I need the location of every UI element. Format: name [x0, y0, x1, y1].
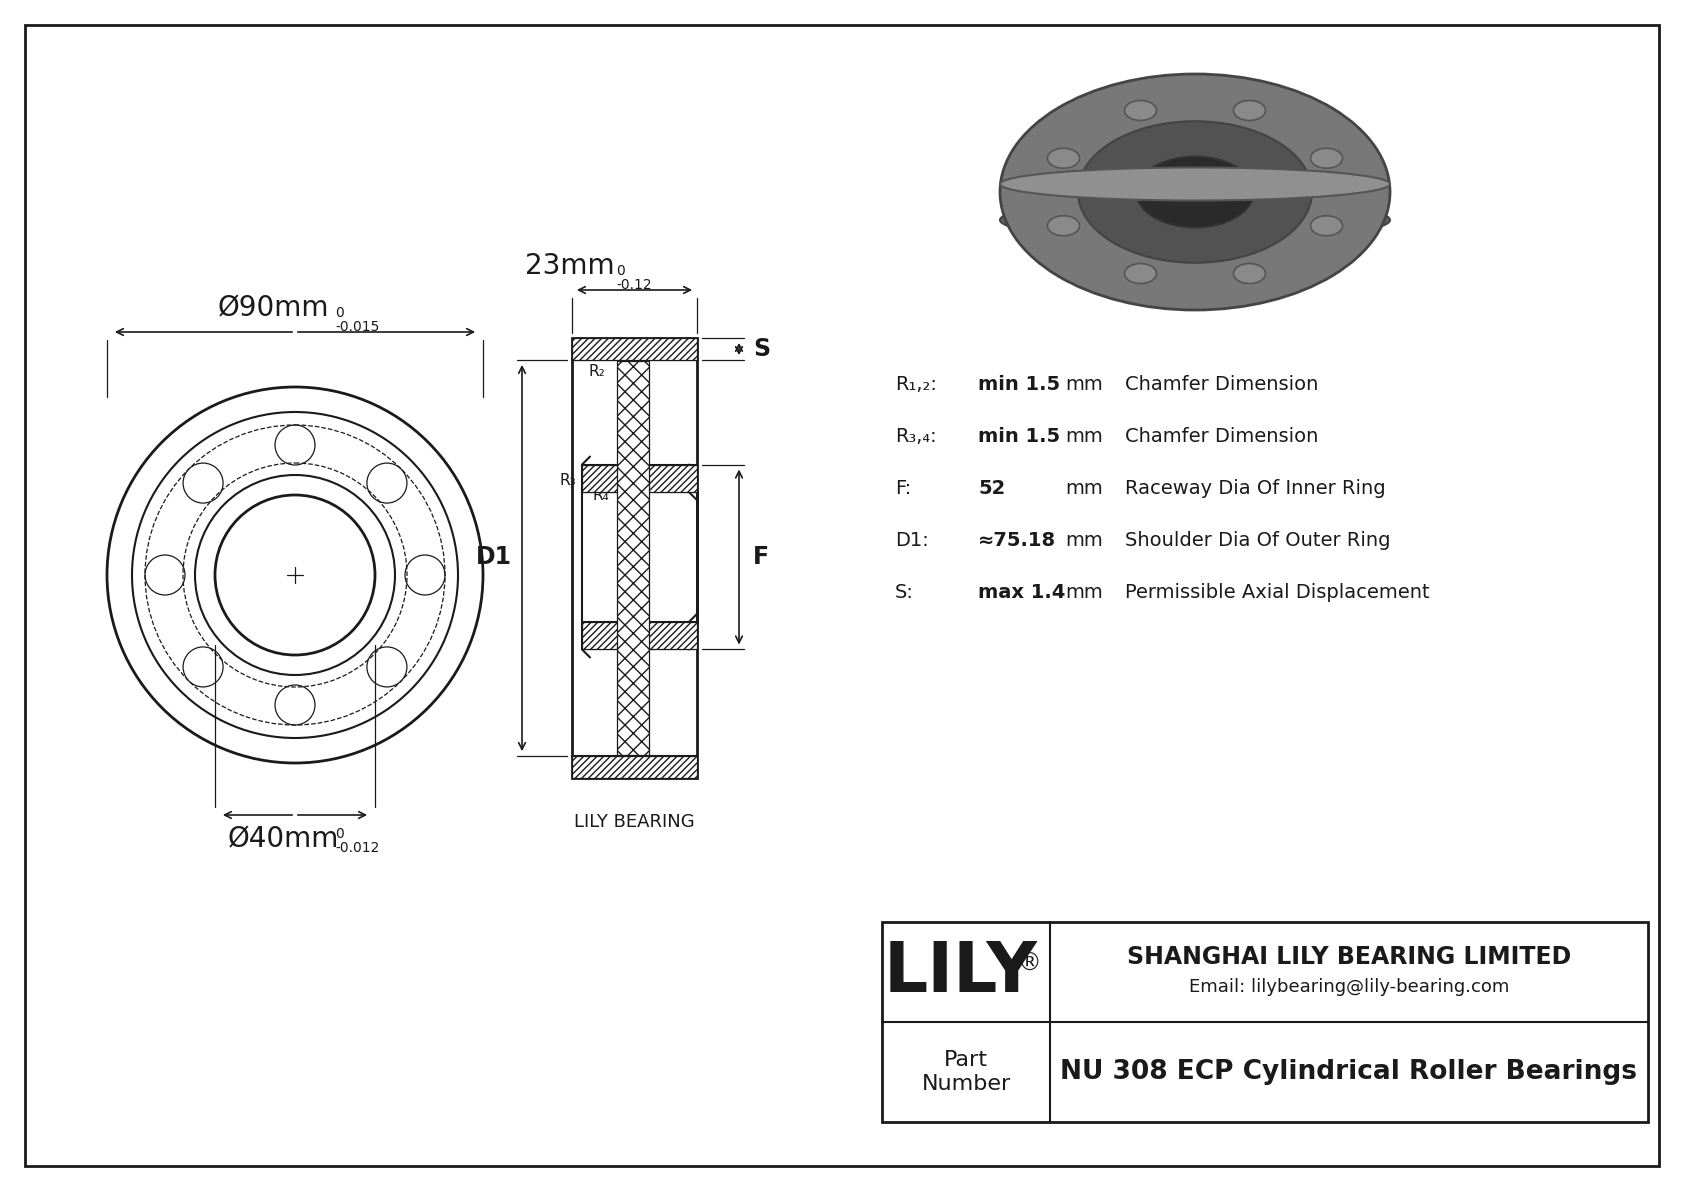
Text: Chamfer Dimension: Chamfer Dimension	[1125, 375, 1319, 394]
Text: D1: D1	[477, 545, 512, 569]
Text: Part
Number: Part Number	[921, 1050, 1010, 1093]
Text: -0.015: -0.015	[335, 320, 379, 333]
Bar	[583, 622, 697, 649]
Text: mm: mm	[1064, 480, 1103, 499]
Ellipse shape	[1125, 263, 1157, 283]
Text: R₃: R₃	[559, 473, 576, 487]
Text: R₁: R₁	[610, 348, 626, 363]
Text: R₂: R₂	[589, 364, 605, 379]
Text: mm: mm	[1064, 428, 1103, 447]
Text: S:: S:	[894, 584, 914, 603]
Text: min 1.5: min 1.5	[978, 375, 1061, 394]
Text: Ø90mm: Ø90mm	[217, 294, 328, 322]
Bar	[573, 338, 697, 360]
Text: F: F	[753, 545, 770, 569]
Text: Chamfer Dimension: Chamfer Dimension	[1125, 428, 1319, 447]
Text: Permissible Axial Displacement: Permissible Axial Displacement	[1125, 584, 1430, 603]
Text: 0: 0	[335, 827, 344, 841]
Text: R₄: R₄	[593, 487, 608, 503]
Ellipse shape	[1000, 168, 1389, 200]
Text: -0.12: -0.12	[616, 278, 652, 292]
Ellipse shape	[1047, 148, 1079, 168]
Ellipse shape	[1000, 199, 1389, 242]
Text: mm: mm	[1064, 375, 1103, 394]
Ellipse shape	[1233, 263, 1265, 283]
Text: -0.012: -0.012	[335, 841, 379, 855]
Ellipse shape	[1310, 148, 1342, 168]
Text: max 1.4: max 1.4	[978, 584, 1066, 603]
Ellipse shape	[1125, 100, 1157, 120]
Text: 0: 0	[616, 264, 625, 278]
Text: Email: lilybearing@lily-bearing.com: Email: lilybearing@lily-bearing.com	[1189, 978, 1509, 996]
Text: Shoulder Dia Of Outer Ring: Shoulder Dia Of Outer Ring	[1125, 531, 1391, 550]
Text: 52: 52	[978, 480, 1005, 499]
Text: R₁,₂:: R₁,₂:	[894, 375, 936, 394]
Ellipse shape	[1310, 216, 1342, 236]
Text: Ø40mm: Ø40mm	[227, 825, 338, 853]
Text: Raceway Dia Of Inner Ring: Raceway Dia Of Inner Ring	[1125, 480, 1386, 499]
Ellipse shape	[1047, 216, 1079, 236]
Bar	[616, 361, 648, 755]
Ellipse shape	[1078, 121, 1312, 263]
Text: 0: 0	[335, 306, 344, 320]
Text: mm: mm	[1064, 531, 1103, 550]
Ellipse shape	[1137, 156, 1253, 227]
Text: ≈75.18: ≈75.18	[978, 531, 1056, 550]
Text: min 1.5: min 1.5	[978, 428, 1061, 447]
Text: SHANGHAI LILY BEARING LIMITED: SHANGHAI LILY BEARING LIMITED	[1127, 944, 1571, 969]
Bar	[583, 464, 697, 492]
Ellipse shape	[1233, 100, 1265, 120]
Text: D1:: D1:	[894, 531, 930, 550]
Text: S: S	[753, 337, 770, 361]
Text: LILY: LILY	[884, 939, 1037, 1005]
Bar	[882, 922, 1649, 1122]
Bar	[573, 338, 697, 778]
Text: ®: ®	[1019, 952, 1042, 975]
Ellipse shape	[1000, 74, 1389, 310]
Bar	[573, 756, 697, 778]
Text: NU 308 ECP Cylindrical Roller Bearings: NU 308 ECP Cylindrical Roller Bearings	[1061, 1059, 1637, 1085]
Text: LILY BEARING: LILY BEARING	[574, 813, 695, 831]
Text: R₃,₄:: R₃,₄:	[894, 428, 936, 447]
Text: 23mm: 23mm	[525, 252, 615, 280]
Text: mm: mm	[1064, 584, 1103, 603]
Text: F:: F:	[894, 480, 911, 499]
